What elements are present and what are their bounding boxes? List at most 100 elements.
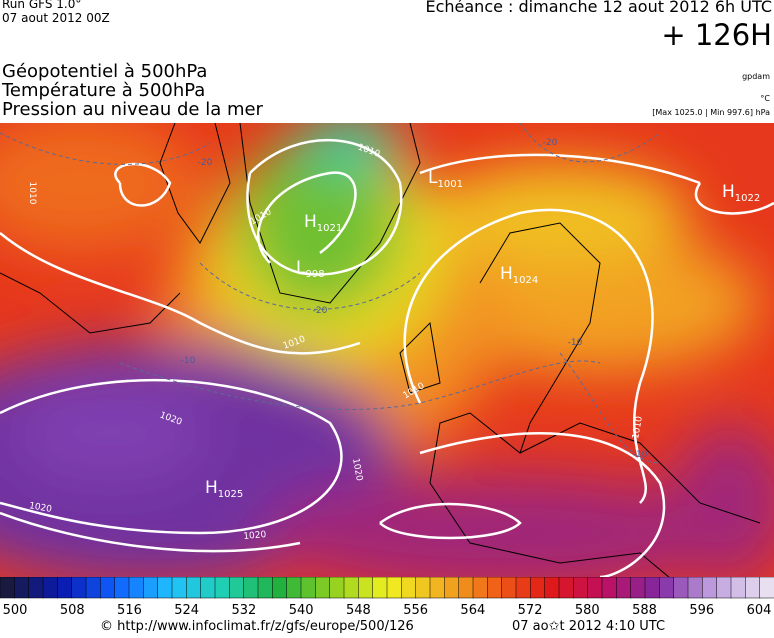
title: Géopotentiel à 500hPa xyxy=(2,61,208,82)
center-type: H xyxy=(500,264,513,284)
color-swatch xyxy=(487,577,503,599)
temperature-label: -10 xyxy=(568,338,583,348)
color-swatch xyxy=(530,577,546,599)
color-swatch xyxy=(544,577,560,599)
color-swatch xyxy=(730,577,747,599)
color-swatch xyxy=(716,577,732,599)
color-swatch xyxy=(444,577,460,599)
color-swatch xyxy=(644,577,661,599)
colorbar: 500 508 516 524 532 540 548 556 564 572 580 588 596 6… xyxy=(0,577,774,618)
center-type: H xyxy=(205,478,218,498)
center-value: 1022 xyxy=(735,193,760,204)
color-swatch xyxy=(214,577,231,599)
colorbar-tick-label: 580 xyxy=(575,603,600,618)
colorbar-tick-label: 548 xyxy=(346,603,371,618)
color-swatch xyxy=(659,577,675,599)
isobar-label: 1010 xyxy=(27,182,37,205)
colorbar-tick-label: 564 xyxy=(460,603,485,618)
isobar-label: 1020 xyxy=(350,458,364,483)
center-value: 1025 xyxy=(218,489,243,500)
unit: °C xyxy=(760,94,770,103)
unit: gpdam xyxy=(742,72,770,81)
color-swatch xyxy=(687,577,704,599)
color-swatch xyxy=(157,577,173,599)
temperature-label: -10 xyxy=(633,450,648,460)
color-swatch xyxy=(186,577,202,599)
valid-time: Echéance : dimanche 12 aout 2012 6h UTC xyxy=(425,0,772,16)
title: Température à 500hPa xyxy=(2,80,206,101)
color-swatch xyxy=(372,577,388,599)
color-swatch xyxy=(702,577,718,599)
color-swatch xyxy=(14,577,30,599)
color-swatch xyxy=(515,577,532,599)
color-swatch xyxy=(759,577,774,599)
pressure-center: L998 xyxy=(296,258,325,280)
temperature-label: -20 xyxy=(198,158,213,168)
colorbar-tick-label: 572 xyxy=(518,603,543,618)
colorbar-tick-label: 524 xyxy=(174,603,199,618)
color-swatch xyxy=(42,577,59,599)
pressure-center: L1001 xyxy=(428,168,463,190)
color-swatch xyxy=(415,577,431,599)
run-date: 07 aout 2012 00Z xyxy=(2,11,110,25)
pressure-center: H1024 xyxy=(500,264,538,286)
colorbar-tick-label: 508 xyxy=(60,603,85,618)
color-swatch xyxy=(57,577,73,599)
color-swatch xyxy=(229,577,245,599)
color-swatch xyxy=(257,577,274,599)
temperature-label: -20 xyxy=(543,138,558,148)
color-swatch xyxy=(630,577,646,599)
color-swatch xyxy=(143,577,159,599)
color-swatch xyxy=(343,577,360,599)
color-swatch xyxy=(601,577,618,599)
color-swatch xyxy=(329,577,345,599)
center-type: L xyxy=(428,168,438,188)
isobar-label: 1010 xyxy=(631,415,645,440)
temperature-label: -10 xyxy=(181,356,196,366)
color-swatch xyxy=(0,577,16,599)
color-swatch xyxy=(71,577,87,599)
isobar-label: 1020 xyxy=(243,530,267,542)
center-type: H xyxy=(722,182,735,202)
color-swatch xyxy=(616,577,632,599)
colorbar-tick-label: 556 xyxy=(403,603,428,618)
isobar-label: 1020 xyxy=(28,501,53,515)
color-swatch xyxy=(673,577,689,599)
color-swatch xyxy=(200,577,216,599)
color-swatch xyxy=(243,577,259,599)
color-swatch xyxy=(429,577,446,599)
color-swatch xyxy=(587,577,603,599)
pressure-center: H1025 xyxy=(205,478,243,500)
colorbar-tick-label: 596 xyxy=(689,603,714,618)
color-swatch xyxy=(171,577,188,599)
color-swatch xyxy=(573,577,589,599)
color-swatch xyxy=(300,577,317,599)
color-swatch xyxy=(358,577,374,599)
color-swatch xyxy=(114,577,130,599)
generated: 07 ao✩t 2012 4:10 UTC xyxy=(512,619,666,634)
pressure-center: H1022 xyxy=(722,182,760,204)
center-value: 1021 xyxy=(317,223,342,234)
colorbar-tick-label: 604 xyxy=(747,603,772,618)
run: Run GFS 1.0° xyxy=(2,0,82,11)
center-value: 998 xyxy=(305,269,324,280)
title: Pression au niveau de la mer xyxy=(2,99,263,120)
lead-time: + 126H xyxy=(661,18,772,52)
color-swatch xyxy=(286,577,302,599)
pressure-center: H1021 xyxy=(304,212,342,234)
colorbar-tick-label: 532 xyxy=(232,603,257,618)
color-swatch xyxy=(401,577,417,599)
color-swatch xyxy=(85,577,102,599)
unit: [Max 1025.0 | Min 997.6] hPa xyxy=(652,108,770,117)
color-swatch xyxy=(501,577,517,599)
color-swatch xyxy=(272,577,288,599)
colorbar-tick-label: 540 xyxy=(289,603,314,618)
center-value: 1001 xyxy=(437,179,462,190)
center-value: 1024 xyxy=(513,275,538,286)
color-swatch xyxy=(745,577,761,599)
color-swatch xyxy=(100,577,116,599)
center-type: H xyxy=(304,212,317,232)
color-swatch xyxy=(128,577,145,599)
temperature-label: -20 xyxy=(313,306,328,316)
